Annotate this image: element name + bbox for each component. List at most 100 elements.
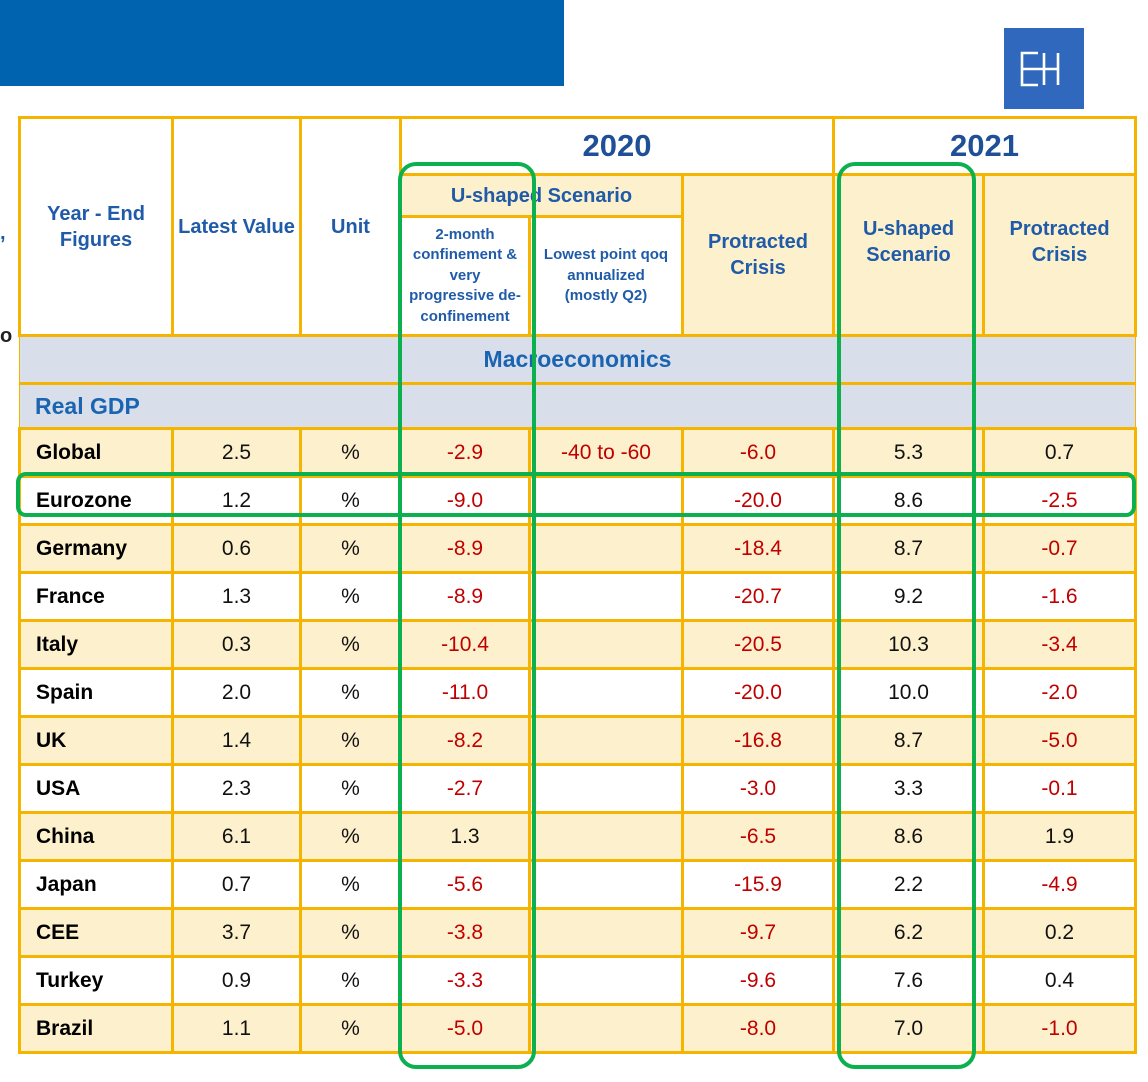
cell-lowest-point-qoq: -40 to -60	[528, 427, 684, 478]
header-lowest-point-qoq: Lowest point qoq annualized (mostly Q2)	[528, 215, 684, 337]
cell-latest-value: 1.4	[171, 715, 302, 766]
cell-protracted-2021: -2.0	[982, 667, 1138, 718]
table-row: Germany 0.6% -8.9 -18.4 8.7 -0.7	[18, 523, 1138, 574]
cell-u-shaped-2020: -8.9	[399, 523, 531, 574]
cell-lowest-point-qoq	[528, 571, 684, 622]
cell-latest-value: 1.3	[171, 571, 302, 622]
subsection-real-gdp: Real GDP	[18, 382, 1137, 430]
eh-logo-icon	[1020, 51, 1060, 86]
edge-text-fragment: o	[0, 325, 13, 347]
title-banner	[0, 0, 564, 86]
cell-u-shaped-2020: -2.7	[399, 763, 531, 814]
table-row: China 6.1% 1.3 -6.5 8.6 1.9	[18, 811, 1138, 862]
cell-u-shaped-2021: 7.6	[832, 955, 986, 1006]
cell-u-shaped-2020: -5.0	[399, 1003, 531, 1054]
header-latest-value: Latest Value	[171, 116, 302, 337]
cell-unit: %	[299, 667, 402, 718]
row-label: Turkey	[18, 955, 174, 1006]
cell-u-shaped-2020: -3.8	[399, 907, 531, 958]
table-row: USA 2.3% -2.7 -3.0 3.3 -0.1	[18, 763, 1138, 814]
cell-u-shaped-2021: 10.3	[832, 619, 986, 670]
cell-u-shaped-2020: -9.0	[399, 475, 531, 526]
cell-lowest-point-qoq	[528, 619, 684, 670]
row-label: Eurozone	[18, 475, 174, 526]
cell-latest-value: 1.1	[171, 1003, 302, 1054]
cell-unit: %	[299, 571, 402, 622]
cell-lowest-point-qoq	[528, 955, 684, 1006]
cell-latest-value: 0.3	[171, 619, 302, 670]
cell-u-shaped-2021: 8.7	[832, 523, 986, 574]
cell-protracted-2021: 0.2	[982, 907, 1138, 958]
cell-lowest-point-qoq	[528, 1003, 684, 1054]
cell-unit: %	[299, 811, 402, 862]
cell-protracted-2021: 0.4	[982, 955, 1138, 1006]
row-label: Germany	[18, 523, 174, 574]
cell-lowest-point-qoq	[528, 715, 684, 766]
cell-latest-value: 6.1	[171, 811, 302, 862]
header-protracted-2020: Protracted Crisis	[680, 173, 836, 337]
cell-u-shaped-2021: 6.2	[832, 907, 986, 958]
table-row: Spain 2.0% -11.0 -20.0 10.0 -2.0	[18, 667, 1138, 718]
cell-unit: %	[299, 763, 402, 814]
cell-protracted-2021: -4.9	[982, 859, 1138, 910]
cell-protracted-2020: -18.4	[680, 523, 836, 574]
cell-protracted-2021: -2.5	[982, 475, 1138, 526]
cell-latest-value: 1.2	[171, 475, 302, 526]
cell-u-shaped-2020: 1.3	[399, 811, 531, 862]
cell-lowest-point-qoq	[528, 811, 684, 862]
cell-u-shaped-2021: 3.3	[832, 763, 986, 814]
cell-u-shaped-2020: -5.6	[399, 859, 531, 910]
cell-protracted-2020: -20.7	[680, 571, 836, 622]
row-label: Spain	[18, 667, 174, 718]
cell-lowest-point-qoq	[528, 667, 684, 718]
header-protracted-2021: Protracted Crisis	[982, 173, 1138, 337]
cell-protracted-2020: -3.0	[680, 763, 836, 814]
header-unit: Unit	[299, 116, 402, 337]
cell-unit: %	[299, 475, 402, 526]
cell-protracted-2021: -0.1	[982, 763, 1138, 814]
row-label: China	[18, 811, 174, 862]
cell-protracted-2020: -6.0	[680, 427, 836, 478]
cell-protracted-2021: -1.0	[982, 1003, 1138, 1054]
cell-u-shaped-2020: -10.4	[399, 619, 531, 670]
table-row: Eurozone 1.2% -9.0 -20.0 8.6 -2.5	[18, 475, 1138, 526]
cell-protracted-2021: -3.4	[982, 619, 1138, 670]
cell-u-shaped-2021: 8.6	[832, 811, 986, 862]
row-label: CEE	[18, 907, 174, 958]
cell-u-shaped-2021: 8.7	[832, 715, 986, 766]
row-label: Brazil	[18, 1003, 174, 1054]
row-label: France	[18, 571, 174, 622]
cell-lowest-point-qoq	[528, 907, 684, 958]
cell-protracted-2020: -9.6	[680, 955, 836, 1006]
cell-latest-value: 2.0	[171, 667, 302, 718]
cell-u-shaped-2020: -2.9	[399, 427, 531, 478]
cell-protracted-2020: -9.7	[680, 907, 836, 958]
cell-u-shaped-2021: 2.2	[832, 859, 986, 910]
eh-logo	[1004, 28, 1084, 109]
cell-u-shaped-2020: -3.3	[399, 955, 531, 1006]
cell-lowest-point-qoq	[528, 523, 684, 574]
table-row: UK 1.4% -8.2 -16.8 8.7 -5.0	[18, 715, 1138, 766]
cell-u-shaped-2020: -11.0	[399, 667, 531, 718]
cell-latest-value: 0.6	[171, 523, 302, 574]
cell-unit: %	[299, 859, 402, 910]
cell-protracted-2020: -20.0	[680, 475, 836, 526]
table-row: CEE 3.7% -3.8 -9.7 6.2 0.2	[18, 907, 1138, 958]
cell-latest-value: 0.9	[171, 955, 302, 1006]
cell-u-shaped-2021: 9.2	[832, 571, 986, 622]
cell-u-shaped-2021: 10.0	[832, 667, 986, 718]
cell-lowest-point-qoq	[528, 859, 684, 910]
cell-latest-value: 0.7	[171, 859, 302, 910]
section-macroeconomics: Macroeconomics	[18, 334, 1137, 385]
row-label: USA	[18, 763, 174, 814]
cell-protracted-2020: -6.5	[680, 811, 836, 862]
cell-protracted-2021: -0.7	[982, 523, 1138, 574]
table-row: Brazil 1.1% -5.0 -8.0 7.0 -1.0	[18, 1003, 1138, 1054]
cell-protracted-2020: -20.0	[680, 667, 836, 718]
header-two-month-confinement: 2-month confinement & very progressive d…	[399, 215, 531, 337]
header-u-shaped-2020: U-shaped Scenario	[399, 173, 684, 218]
row-label: UK	[18, 715, 174, 766]
cell-u-shaped-2021: 8.6	[832, 475, 986, 526]
table-row: Japan 0.7% -5.6 -15.9 2.2 -4.9	[18, 859, 1138, 910]
cell-protracted-2020: -20.5	[680, 619, 836, 670]
